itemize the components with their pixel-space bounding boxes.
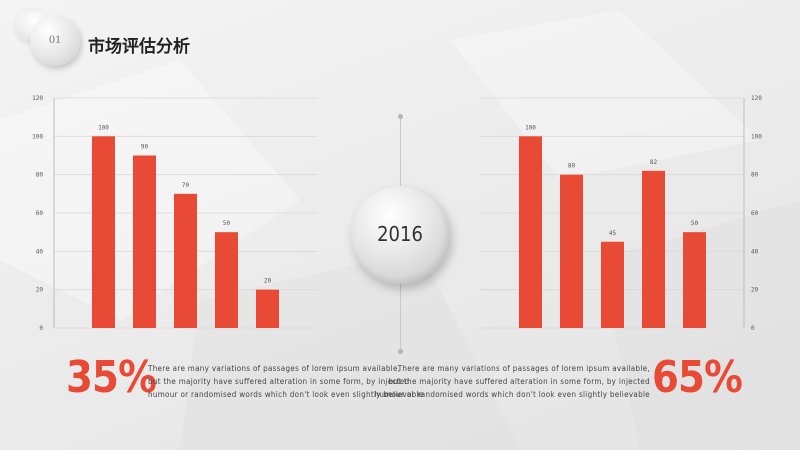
left-description-line: but the majority have suffered alteratio…: [148, 377, 410, 386]
left-description: There are many variations of passages of…: [148, 362, 424, 401]
y-tick-label: 60: [751, 210, 759, 217]
y-tick-label: 20: [36, 287, 44, 294]
bar: [174, 193, 197, 328]
left-description-line: There are many variations of passages of…: [148, 364, 401, 373]
left-percent: 35%: [66, 352, 157, 403]
bar-data-label: 20: [264, 278, 272, 285]
bar-data-label: 90: [141, 144, 149, 151]
bar-data-label: 82: [650, 159, 658, 166]
section-number: 01: [49, 32, 61, 46]
y-tick-label: 120: [751, 95, 762, 102]
y-tick-label: 0: [39, 325, 43, 332]
bar-data-label: 50: [223, 220, 231, 227]
y-tick-label: 100: [32, 133, 43, 140]
page-title: 市场评估分析: [88, 37, 190, 57]
bar: [92, 136, 115, 328]
y-tick-label: 80: [36, 172, 44, 179]
y-tick-label: 40: [751, 248, 759, 255]
bar-data-label: 45: [609, 230, 617, 237]
y-tick-label: 0: [751, 325, 755, 332]
y-tick-label: 100: [751, 133, 762, 140]
bar: [215, 232, 238, 328]
y-tick-label: 20: [751, 287, 759, 294]
bar: [683, 232, 706, 328]
divider-dot-bottom: [398, 349, 403, 354]
bar: [642, 170, 665, 328]
right-description-line: humour or randomised words which don't l…: [374, 390, 650, 399]
bar-data-label: 50: [691, 220, 699, 227]
right-description-line: but the majority have suffered alteratio…: [388, 377, 650, 386]
bar: [256, 289, 279, 328]
bar-data-label: 100: [525, 124, 536, 131]
right-description-line: There are many variations of passages of…: [397, 364, 650, 373]
year-label: 2016: [377, 222, 423, 246]
right-percent: 65%: [652, 352, 743, 403]
bar-data-label: 80: [568, 163, 576, 170]
bar-data-label: 100: [98, 124, 109, 131]
bar: [560, 174, 583, 328]
y-tick-label: 80: [751, 172, 759, 179]
bar: [519, 136, 542, 328]
left-description-line: humour or randomised words which don't l…: [148, 390, 424, 399]
y-tick-label: 60: [36, 210, 44, 217]
bar: [133, 155, 156, 328]
y-tick-label: 120: [32, 95, 43, 102]
right-description: There are many variations of passages of…: [375, 362, 651, 401]
section-badge: [30, 16, 80, 66]
bar: [601, 241, 624, 328]
bar-data-label: 70: [182, 182, 190, 189]
divider-dot-top: [398, 114, 403, 119]
year-circle: [351, 186, 449, 284]
y-tick-label: 40: [36, 248, 44, 255]
